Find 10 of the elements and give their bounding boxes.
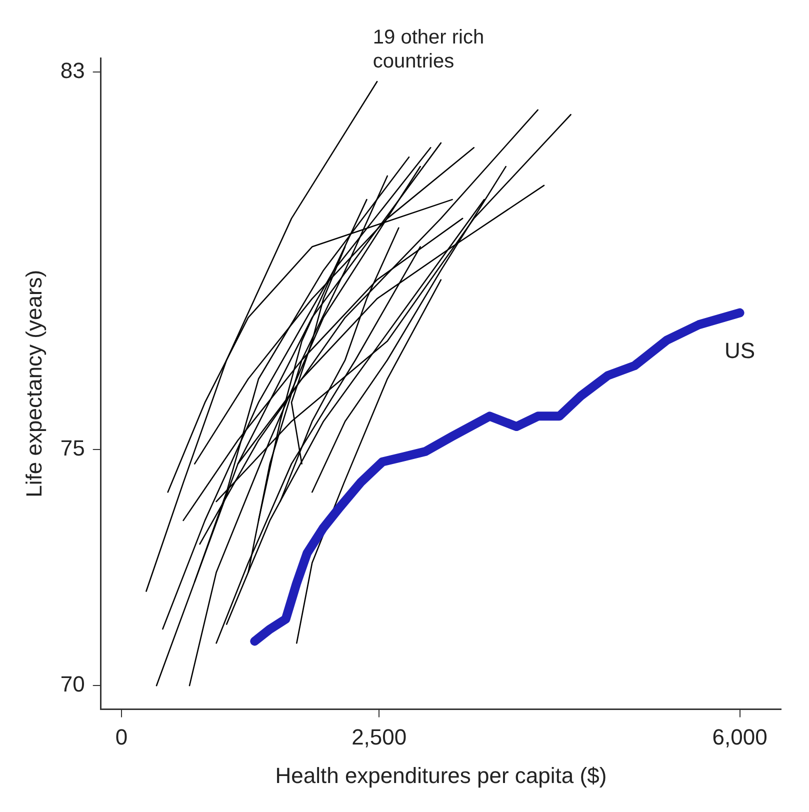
x-tick-label: 6,000 (712, 724, 768, 750)
y-tick-label: 83 (60, 58, 85, 84)
x-tick-label: 0 (115, 724, 128, 750)
annotation: 19 other rich countries (372, 26, 484, 73)
y-tick-label: 70 (60, 672, 85, 697)
y-axis-title: Life expectancy (years) (21, 270, 46, 498)
x-axis-title: Health expenditures per capita ($) (275, 762, 607, 788)
series-label: US (724, 338, 756, 363)
y-tick-label: 75 (60, 436, 85, 461)
x-tick-label: 2,500 (352, 724, 407, 750)
